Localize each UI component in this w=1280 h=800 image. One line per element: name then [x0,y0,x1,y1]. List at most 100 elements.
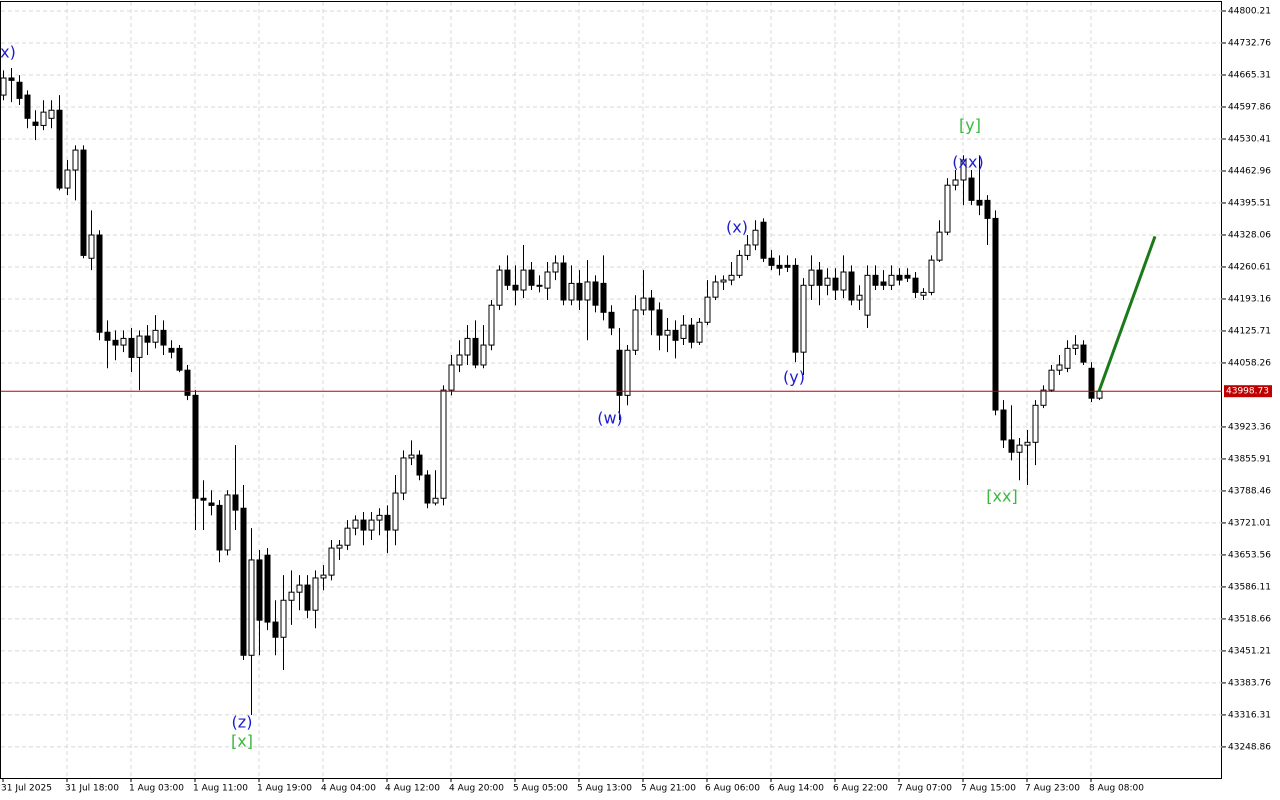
candle-body [1080,344,1087,363]
y-tick-label: 44597.86 [1228,102,1271,112]
candle-body [968,177,975,201]
candle-body [312,577,319,611]
candle-body [24,94,31,119]
candle-body [936,231,943,261]
y-tick-label: 43248.86 [1228,742,1271,752]
y-tick-label: 43721.01 [1228,518,1271,528]
candle-body [832,277,839,291]
y-tick-label: 43788.46 [1228,486,1271,496]
y-tick-label: 44530.41 [1228,134,1271,144]
candle-body [744,244,751,256]
candle-body [736,254,743,276]
candle-body [864,274,871,316]
candle-body [552,262,559,273]
candle-body [840,271,847,291]
wave-label: (x) [726,218,748,237]
y-tick-label: 44260.61 [1228,262,1271,272]
candle-body [992,217,999,411]
wave-label: (y) [783,368,805,387]
x-tick-label: 6 Aug 22:00 [833,784,888,794]
candle-body [408,454,415,459]
candle-body [336,544,343,549]
candle-body [536,284,543,287]
candle-body [688,324,695,343]
x-tick-label: 5 Aug 21:00 [641,784,696,794]
candle-body [1056,364,1063,371]
candle-body [1000,409,1007,441]
candle-body [896,274,903,281]
candle-body [912,277,919,293]
candle-body [504,269,511,286]
candle-body [160,329,167,346]
candle-body [648,297,655,311]
candle-body [264,554,271,623]
candle-body [792,264,799,353]
candle-body [720,279,727,283]
last-price-label: 43998.73 [1226,387,1269,397]
candle-body [496,269,503,306]
candle-body [136,335,143,358]
candle-body [304,584,311,611]
candle-body [1008,439,1015,453]
wave-label: [xx] [986,487,1017,506]
candle-body [600,282,607,313]
x-tick-label: 1 Aug 03:00 [129,784,184,794]
candle-body [272,621,279,638]
y-tick-label: 43518.66 [1228,614,1271,624]
candle-body [800,284,807,353]
candle-body [880,281,887,286]
candle-body [8,77,15,81]
candle-body [440,389,447,499]
candle-body [128,337,135,358]
candle-body [1048,369,1055,391]
x-tick-label: 31 Jul 18:00 [65,784,119,794]
candle-body [184,369,191,396]
candle-body [64,169,71,189]
last-price-box [1224,385,1272,398]
candle-body [728,274,735,281]
x-tick-label: 31 Jul 2025 [1,784,52,794]
candle-body [528,269,535,286]
candle-body [976,199,983,206]
candle-body [120,337,127,346]
y-tick-label: 43451.21 [1228,646,1271,656]
candle-body [656,309,663,336]
x-tick-label: 6 Aug 06:00 [705,784,760,794]
candle-body [608,311,615,329]
candle-body [592,281,599,306]
candle-body [1040,389,1047,406]
candle-body [848,271,855,301]
candle-body [296,584,303,593]
candle-body [112,339,119,346]
wave-label: x) [0,43,16,62]
candle-body [152,329,159,343]
candle-body [416,454,423,476]
candle-body [288,591,295,601]
candle-body [584,281,591,301]
candle-body [464,337,471,356]
candle-body [784,264,791,268]
candle-body [512,284,519,291]
candle-body [904,274,911,279]
candle-body [368,519,375,531]
x-tick-label: 8 Aug 08:00 [1089,784,1144,794]
x-tick-label: 5 Aug 05:00 [513,784,568,794]
candle-body [576,282,583,301]
y-tick-label: 44732.76 [1228,39,1271,49]
y-tick-label: 44665.31 [1228,70,1271,80]
y-tick-label: 43316.31 [1228,710,1271,720]
y-tick-label: 44395.51 [1228,198,1271,208]
candle-body [448,364,455,391]
candle-body [752,229,759,246]
candle-body [328,547,335,576]
candle-body [760,221,767,259]
candle-body [200,497,207,501]
candle-body [16,81,23,99]
candle-body [400,457,407,494]
candle-body [80,149,87,256]
candle-body [816,269,823,286]
wave-label: (z) [232,713,253,732]
candle-body [392,492,399,531]
